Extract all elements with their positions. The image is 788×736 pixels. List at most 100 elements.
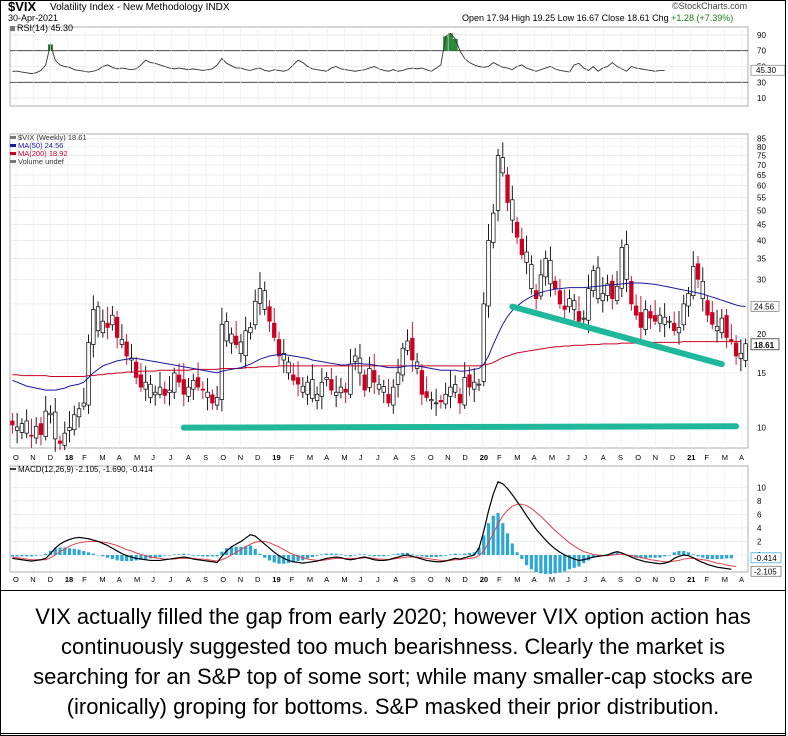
candle-body bbox=[414, 361, 420, 369]
macd-histogram-bar bbox=[572, 555, 576, 568]
price-month-label: D bbox=[462, 453, 468, 462]
macd-month-label: 20 bbox=[480, 575, 488, 584]
price-tick-label: 80 bbox=[757, 143, 766, 152]
candle-body bbox=[524, 251, 529, 263]
price-month-label: J bbox=[583, 453, 587, 462]
macd-histogram-bar bbox=[563, 555, 567, 572]
macd-histogram-bar bbox=[353, 555, 357, 556]
candle-body bbox=[134, 361, 139, 378]
price-legend-marker bbox=[10, 160, 16, 163]
price-month-label: O bbox=[220, 453, 226, 462]
macd-histogram-bar bbox=[177, 554, 181, 555]
macd-histogram-bar bbox=[110, 555, 114, 560]
candle-body bbox=[229, 333, 234, 344]
price-month-label: N bbox=[30, 453, 35, 462]
price-month-label: A bbox=[532, 453, 537, 462]
price-tick-label: 50 bbox=[757, 206, 766, 215]
macd-histogram-bar bbox=[139, 555, 143, 560]
candle-body bbox=[662, 316, 667, 325]
price-legend-label: MA(200) 18.92 bbox=[18, 149, 68, 158]
macd-histogram-bar bbox=[701, 555, 705, 558]
candle-body bbox=[29, 434, 34, 437]
price-month-label: N bbox=[653, 453, 658, 462]
candle-body bbox=[48, 412, 53, 416]
price-month-label: N bbox=[238, 453, 243, 462]
candle-body bbox=[472, 381, 477, 390]
candle-body bbox=[576, 311, 582, 322]
macd-tick-label: 10 bbox=[757, 483, 766, 492]
candle-body bbox=[362, 374, 367, 391]
macd-histogram-bar bbox=[234, 546, 238, 555]
rsi-legend-marker bbox=[10, 26, 15, 31]
macd-histogram-bar bbox=[310, 555, 314, 558]
macd-histogram-bar bbox=[696, 555, 700, 557]
macd-month-label: A bbox=[601, 575, 606, 584]
price-month-label: A bbox=[186, 453, 191, 462]
candle-body bbox=[167, 389, 172, 394]
candle-body bbox=[353, 355, 358, 362]
macd-histogram-bar bbox=[591, 555, 595, 558]
candle-body bbox=[614, 285, 620, 302]
macd-histogram-bar bbox=[396, 553, 400, 555]
candle-body bbox=[395, 372, 401, 385]
price-legend-label: $VIX (Weekly) 18.61 bbox=[18, 133, 87, 142]
candle-body bbox=[733, 342, 739, 357]
macd-histogram-bar bbox=[553, 555, 557, 574]
macd-histogram-bar bbox=[410, 554, 414, 555]
macd-histogram-bar bbox=[106, 555, 110, 558]
macd-month-label: N bbox=[30, 575, 35, 584]
price-legend-marker bbox=[10, 152, 16, 155]
rsi-overbought-fill bbox=[452, 38, 458, 51]
candle-body bbox=[424, 391, 429, 398]
candle-body bbox=[214, 397, 220, 406]
candle-body bbox=[591, 270, 596, 292]
macd-histogram-bar bbox=[248, 545, 253, 555]
macd-month-label: D bbox=[48, 575, 54, 584]
candle-body bbox=[205, 391, 210, 398]
macd-histogram-bar bbox=[134, 555, 138, 561]
candle-body bbox=[648, 311, 653, 319]
candle-body bbox=[291, 374, 296, 381]
candle-body bbox=[538, 274, 544, 297]
candle-body bbox=[700, 280, 705, 299]
macd-histogram-bar bbox=[558, 555, 562, 573]
candle-body bbox=[400, 347, 405, 376]
macd-histogram-bar bbox=[15, 555, 19, 557]
macd-histogram-bar bbox=[505, 533, 510, 555]
chart-date: 30-Apr-2021 bbox=[8, 13, 59, 23]
price-month-label: F bbox=[290, 453, 295, 462]
macd-month-label: M bbox=[99, 575, 105, 584]
rsi-overbought-fill bbox=[447, 33, 453, 51]
candle-body bbox=[638, 312, 644, 328]
macd-histogram-bar bbox=[482, 535, 486, 555]
macd-month-label: D bbox=[670, 575, 676, 584]
macd-histogram-bar bbox=[463, 553, 467, 555]
candle-body bbox=[714, 325, 720, 332]
macd-histogram-bar bbox=[458, 554, 462, 555]
macd-histogram-bar bbox=[367, 555, 372, 556]
macd-histogram-bar bbox=[363, 554, 367, 555]
macd-histogram-bar bbox=[20, 555, 24, 557]
candle-body bbox=[157, 386, 163, 395]
candle-body bbox=[667, 320, 672, 323]
candle-body bbox=[176, 374, 182, 383]
macd-histogram-bar bbox=[305, 555, 310, 559]
candle-body bbox=[376, 383, 382, 390]
macd-histogram-bar bbox=[67, 548, 72, 555]
candle-body bbox=[319, 381, 325, 397]
rsi-tick-label: 70 bbox=[757, 47, 766, 56]
ma50-line bbox=[12, 282, 746, 391]
macd-histogram-bar bbox=[358, 554, 362, 555]
price-month-label: O bbox=[635, 453, 641, 462]
candle-body bbox=[557, 290, 563, 305]
candle-body bbox=[491, 212, 496, 243]
candle-body bbox=[338, 386, 344, 394]
macd-month-label: N bbox=[445, 575, 450, 584]
price-month-label: M bbox=[307, 453, 313, 462]
macd-histogram-bar bbox=[272, 555, 276, 563]
candle-body bbox=[281, 352, 286, 361]
macd-histogram-bar bbox=[282, 555, 286, 564]
candle-body bbox=[100, 320, 105, 334]
ma50-value-label: 24.56 bbox=[754, 302, 775, 311]
candle-body bbox=[486, 240, 491, 307]
